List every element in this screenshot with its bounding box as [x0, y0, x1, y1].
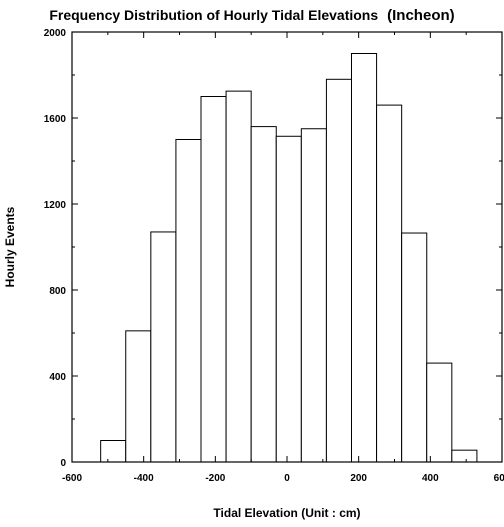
histogram-bar [326, 79, 351, 462]
histogram-bar [301, 129, 326, 462]
histogram-bar [176, 140, 201, 463]
x-tick-label: -200 [205, 473, 225, 484]
chart-title-main: Frequency Distribution of Hourly Tidal E… [49, 7, 378, 23]
histogram-bar [352, 54, 377, 463]
x-tick-label: 400 [422, 473, 439, 484]
histogram-bar [226, 91, 251, 462]
histogram-bar [377, 105, 402, 462]
histogram-bar [251, 127, 276, 462]
x-tick-label: -600 [62, 473, 82, 484]
histogram-bar [427, 363, 452, 462]
histogram-bar [126, 331, 151, 462]
x-axis-label: Tidal Elevation (Unit : cm) [213, 506, 360, 520]
x-tick-label: -400 [134, 473, 154, 484]
histogram-bar [151, 232, 176, 462]
y-tick-label: 400 [49, 372, 66, 383]
histogram-bar [276, 136, 301, 462]
x-tick-label: 0 [284, 473, 290, 484]
histogram-bar [201, 97, 226, 463]
x-tick-label: 200 [350, 473, 367, 484]
y-tick-label: 800 [49, 286, 66, 297]
y-tick-label: 0 [60, 458, 66, 469]
histogram-bars [101, 54, 477, 463]
chart-title: Frequency Distribution of Hourly Tidal E… [49, 7, 454, 24]
histogram-bar [402, 233, 427, 462]
chart-title-suffix: (Incheon) [387, 7, 455, 24]
histogram-bar [452, 450, 477, 462]
y-tick-label: 2000 [44, 28, 67, 39]
y-tick-label: 1200 [44, 200, 67, 211]
y-axis-label: Hourly Events [3, 206, 17, 287]
y-tick-label: 1600 [44, 114, 67, 125]
x-tick-label: 600 [494, 473, 504, 484]
histogram-bar [101, 441, 126, 463]
